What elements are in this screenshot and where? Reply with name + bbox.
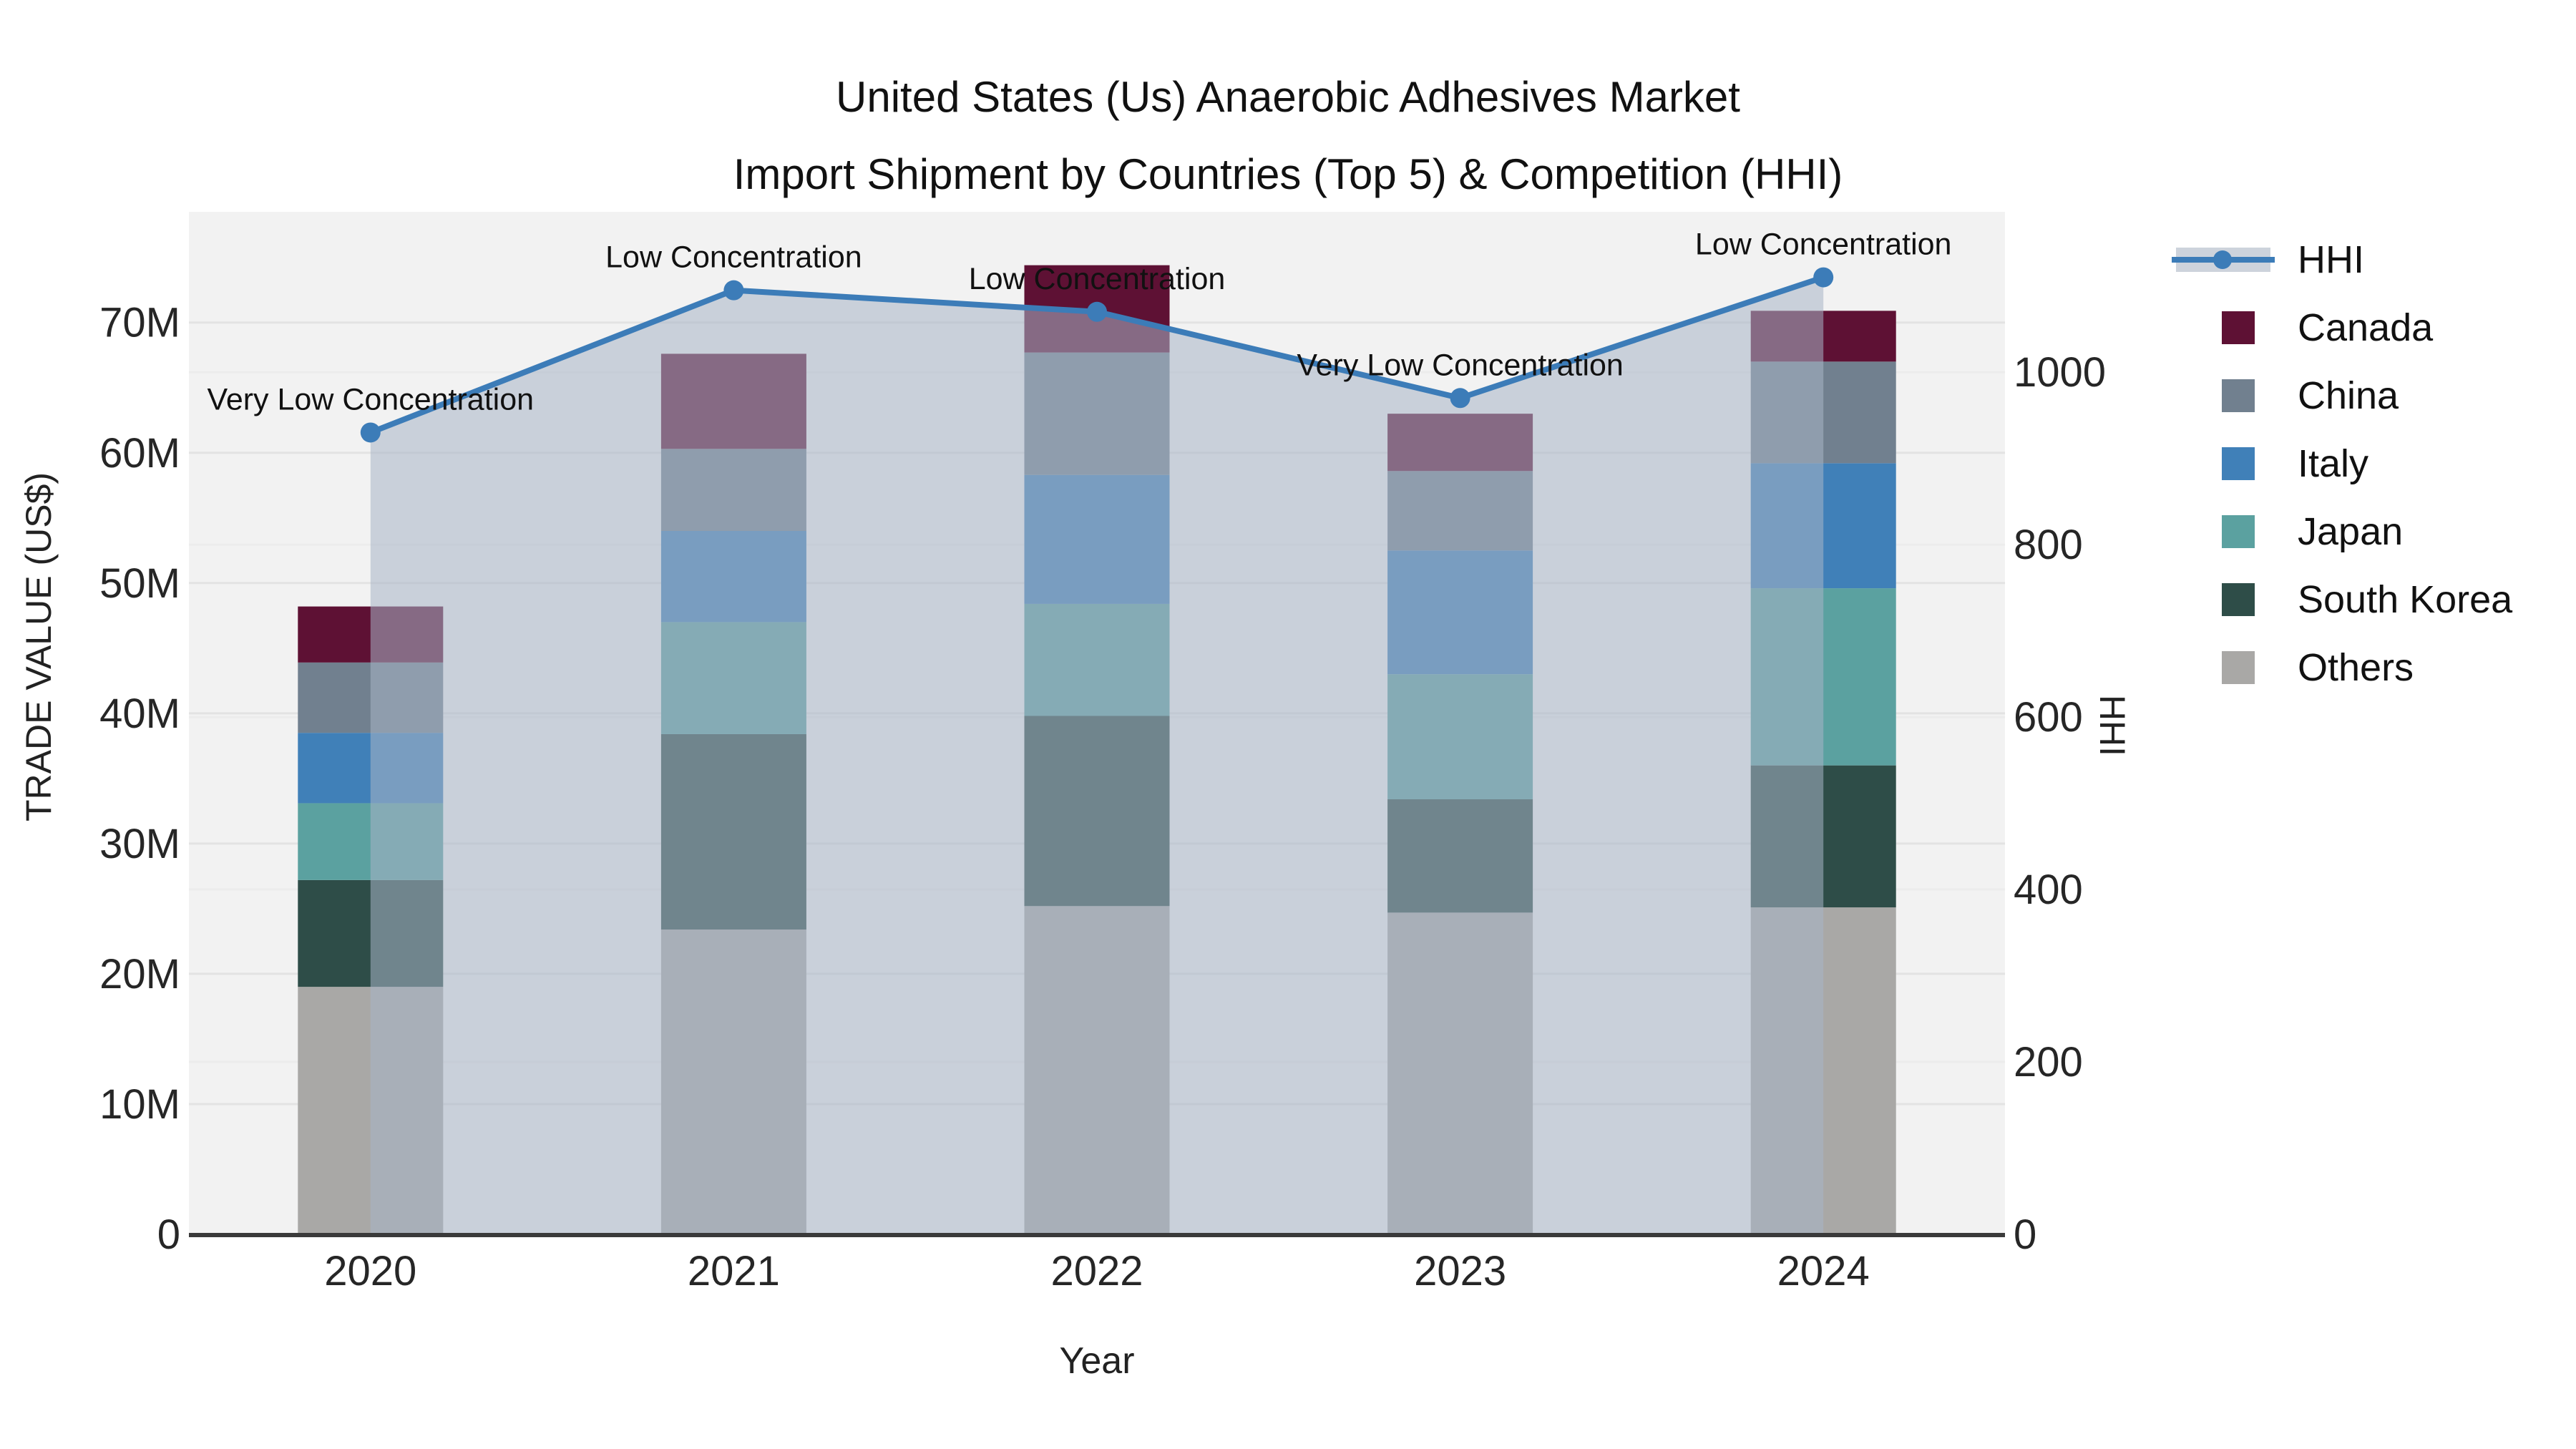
y-right-tick-200: 200: [2014, 1039, 2083, 1085]
chart-title: United States (Us) Anaerobic Adhesives M…: [0, 59, 2576, 213]
hhi-marker-2023: [1450, 388, 1470, 409]
hhi-marker-2021: [723, 280, 744, 301]
y-left-tick-10M: 10M: [99, 1081, 180, 1128]
y-left-tick-40M: 40M: [99, 691, 180, 737]
y-axis-right-title: HHI: [2092, 694, 2132, 757]
x-tick-2020: 2020: [324, 1248, 416, 1294]
x-tick-2024: 2024: [1777, 1248, 1870, 1294]
y-right-tick-400: 400: [2014, 867, 2083, 913]
annotation-2023: Very Low Concentration: [1297, 348, 1624, 382]
legend-swatch-icon: [2172, 650, 2279, 684]
y-left-tick-70M: 70M: [99, 300, 180, 346]
legend-item-italy[interactable]: Italy: [2172, 429, 2512, 497]
hhi-marker-2022: [1087, 301, 1107, 322]
legend-label: HHI: [2298, 238, 2364, 281]
annotation-2020: Very Low Concentration: [208, 382, 535, 416]
y-right-tick-0: 0: [2014, 1211, 2036, 1258]
y-left-tick-20M: 20M: [99, 951, 180, 997]
legend-line-icon: [2172, 243, 2279, 276]
legend-item-canada[interactable]: Canada: [2172, 293, 2512, 361]
x-axis-title: Year: [1059, 1340, 1135, 1382]
legend: HHI Canada China Italy Japan South Korea Other…: [2172, 225, 2512, 701]
hhi-marker-2024: [1813, 267, 1834, 288]
y-axis-left-title: TRADE VALUE (US$): [19, 472, 59, 822]
legend-label: South Korea: [2298, 577, 2513, 621]
legend-swatch-icon: [2172, 514, 2279, 548]
legend-item-china[interactable]: China: [2172, 361, 2512, 429]
x-axis-line: [189, 1233, 2005, 1237]
legend-label: China: [2298, 374, 2399, 417]
y-left-tick-30M: 30M: [99, 821, 180, 867]
legend-item-japan[interactable]: Japan: [2172, 497, 2512, 565]
legend-item-hhi[interactable]: HHI: [2172, 225, 2512, 293]
y-right-tick-600: 600: [2014, 694, 2083, 741]
x-tick-2022: 2022: [1050, 1248, 1143, 1294]
annotation-2024: Low Concentration: [1695, 228, 1952, 262]
y-right-tick-1000: 1000: [2014, 349, 2106, 396]
chart-title-line1: United States (Us) Anaerobic Adhesives M…: [836, 73, 1740, 121]
legend-label: Italy: [2298, 441, 2369, 485]
annotation-2021: Low Concentration: [605, 240, 862, 275]
hhi-area-fill: [370, 277, 1824, 1234]
legend-swatch-icon: [2172, 447, 2279, 480]
legend-label: Japan: [2298, 509, 2404, 553]
y-left-tick-60M: 60M: [99, 430, 180, 477]
legend-swatch-icon: [2172, 582, 2279, 616]
y-right-tick-800: 800: [2014, 522, 2083, 568]
legend-label: Others: [2298, 645, 2414, 689]
x-tick-2023: 2023: [1414, 1248, 1506, 1294]
legend-item-south-korea[interactable]: South Korea: [2172, 565, 2512, 633]
y-left-tick-0: 0: [157, 1211, 180, 1258]
hhi-marker-2020: [360, 422, 381, 443]
annotation-2022: Low Concentration: [969, 262, 1226, 296]
chart-title-line2: Import Shipment by Countries (Top 5) & C…: [733, 150, 1843, 198]
y-left-tick-50M: 50M: [99, 560, 180, 607]
x-tick-2021: 2021: [688, 1248, 780, 1294]
legend-swatch-icon: [2172, 379, 2279, 412]
legend-label: Canada: [2298, 306, 2434, 349]
legend-swatch-icon: [2172, 311, 2279, 344]
legend-item-others[interactable]: Others: [2172, 633, 2512, 701]
